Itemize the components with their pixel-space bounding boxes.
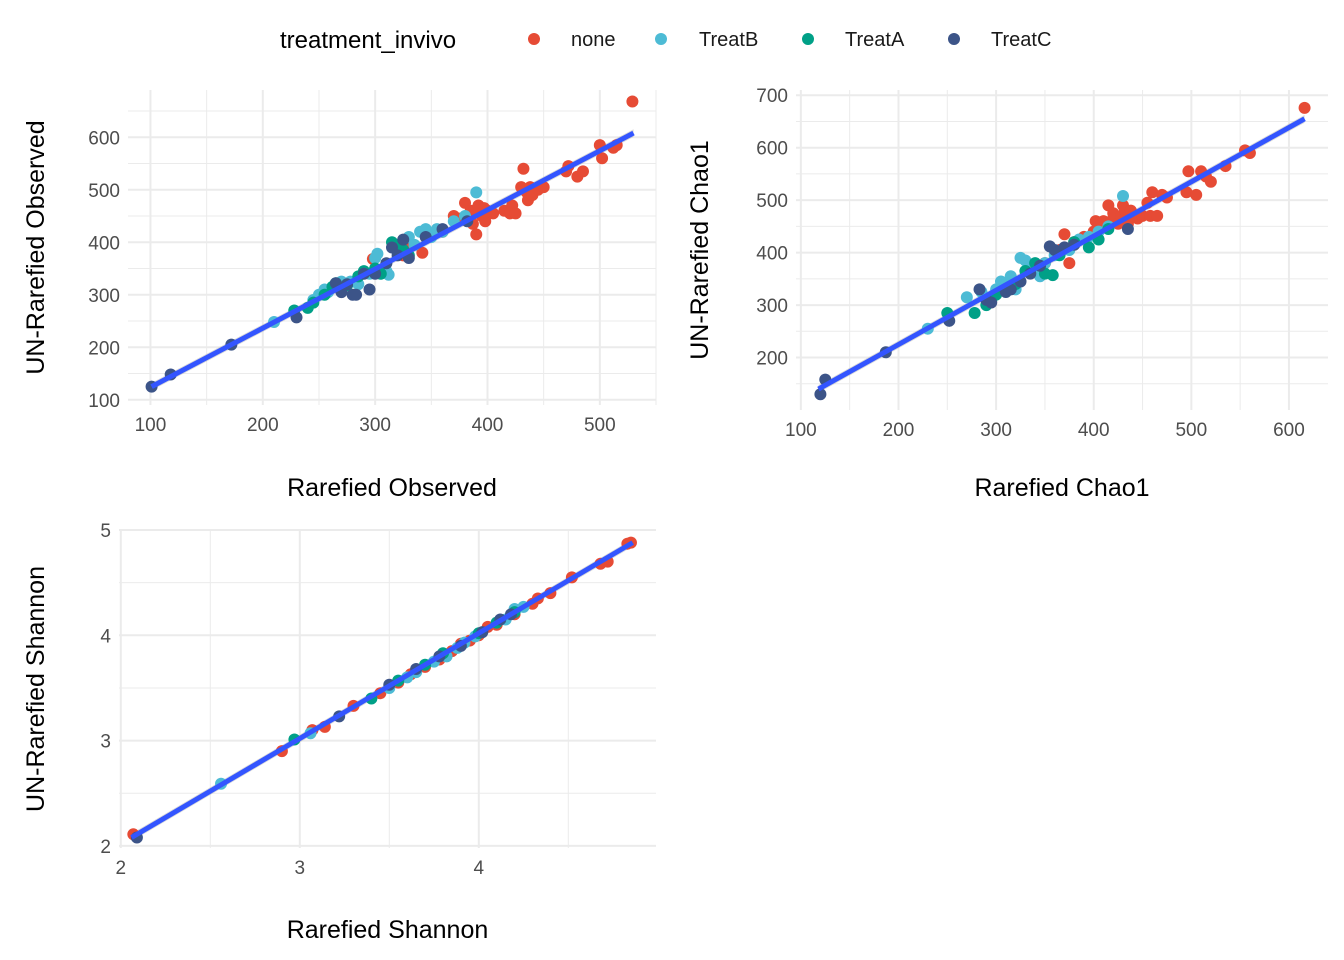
x-tick-label: 3 — [295, 858, 306, 879]
point-none — [1298, 101, 1311, 114]
x-tick-label: 500 — [584, 415, 616, 436]
point-none — [1151, 209, 1164, 222]
x-tick-label: 400 — [472, 415, 504, 436]
y-tick-label: 5 — [100, 521, 111, 542]
legend-key-treatc — [948, 33, 960, 45]
y-tick-label: 500 — [756, 191, 788, 212]
y-axis-title-shannon: UN-Rarefied Shannon — [22, 566, 50, 812]
point-treatc — [1121, 223, 1134, 236]
x-tick-label: 100 — [135, 415, 167, 436]
y-tick-label: 400 — [756, 244, 788, 265]
legend-item-none: none — [528, 29, 616, 51]
y-tick-label: 200 — [756, 349, 788, 370]
point-none — [1190, 188, 1203, 201]
fit-line — [817, 116, 1306, 392]
legend-item-treatb: TreatB — [655, 29, 758, 51]
point-none — [1180, 186, 1193, 199]
y-tick-label: 300 — [756, 296, 788, 317]
legend-item-treata: TreatA — [802, 29, 905, 51]
point-treatc — [1048, 244, 1061, 256]
point-treatc — [350, 288, 363, 301]
point-none — [1063, 257, 1076, 270]
point-none — [596, 152, 609, 165]
y-axis-title-chao1: UN-Rarefied Chao1 — [686, 140, 714, 360]
y-tick-label: 2 — [100, 837, 111, 858]
y-tick-label: 600 — [88, 128, 120, 149]
point-treatb — [1117, 189, 1130, 202]
point-treatb — [960, 291, 973, 304]
panel-shannon: 2 3 4 2 3 4 5 Rarefied Shannon UN-Rarefied Shann… — [22, 521, 656, 944]
legend-label-treatb: TreatB — [699, 29, 758, 51]
point-none — [416, 246, 429, 259]
x-tick-label: 300 — [359, 415, 391, 436]
y-tick-label: 400 — [88, 233, 120, 254]
legend-label-none: none — [571, 29, 616, 51]
legend-key-treatb — [655, 33, 667, 45]
x-tick-label: 500 — [1175, 420, 1207, 441]
point-none — [1204, 175, 1217, 188]
point-none — [1182, 165, 1195, 178]
point-none — [509, 207, 522, 220]
point-none — [1146, 186, 1159, 199]
point-treatc — [397, 233, 410, 246]
legend-key-none — [528, 33, 540, 45]
legend-key-treata — [802, 33, 814, 45]
y-tick-label: 600 — [756, 139, 788, 160]
point-treatc — [363, 283, 376, 296]
legend-title: treatment_invivo — [280, 27, 456, 54]
x-tick-label: 2 — [116, 858, 127, 879]
legend: treatment_invivo none TreatB TreatA Trea… — [280, 27, 1051, 54]
point-treatc — [985, 296, 998, 309]
point-none — [576, 165, 589, 178]
y-axis-title-observed: UN-Rarefied Observed — [22, 120, 50, 374]
fit-line — [150, 130, 635, 389]
point-treata — [1046, 269, 1059, 282]
panel-chao1: 100 200 300 400 500 600 200 300 400 500 600 700 Rare… — [686, 86, 1328, 502]
legend-label-treata: TreatA — [845, 29, 905, 51]
x-tick-label: 200 — [247, 415, 279, 436]
x-axis-title-shannon: Rarefied Shannon — [287, 916, 489, 944]
y-tick-label: 500 — [88, 181, 120, 202]
x-tick-label: 300 — [980, 420, 1012, 441]
point-treatc — [814, 388, 827, 401]
point-none — [470, 228, 483, 241]
point-none — [517, 162, 530, 175]
x-tick-label: 400 — [1078, 420, 1110, 441]
x-axis-title-observed: Rarefied Observed — [287, 474, 497, 502]
x-tick-label: 100 — [785, 420, 817, 441]
y-tick-label: 200 — [88, 338, 120, 359]
x-tick-label: 200 — [883, 420, 915, 441]
y-tick-label: 100 — [88, 391, 120, 412]
legend-item-treatc: TreatC — [948, 29, 1051, 51]
x-axis-title-chao1: Rarefied Chao1 — [974, 474, 1149, 502]
point-none — [479, 215, 492, 228]
point-treatc — [973, 283, 986, 296]
point-treatb — [371, 247, 384, 260]
fit-line — [130, 540, 634, 840]
x-tick-label: 4 — [474, 858, 485, 879]
panel-observed: 100 200 300 400 500 100 200 300 400 500 600 Rarefie… — [22, 90, 657, 502]
y-tick-label: 3 — [100, 732, 111, 753]
point-none — [626, 95, 639, 108]
point-treatb — [470, 186, 483, 199]
x-tick-label: 600 — [1273, 420, 1305, 441]
legend-label-treatc: TreatC — [991, 29, 1051, 51]
y-tick-label: 300 — [88, 286, 120, 307]
point-treata — [968, 306, 981, 319]
point-treata — [1082, 241, 1095, 254]
point-none — [1058, 228, 1071, 241]
y-tick-label: 700 — [756, 86, 788, 107]
y-tick-label: 4 — [100, 626, 111, 647]
